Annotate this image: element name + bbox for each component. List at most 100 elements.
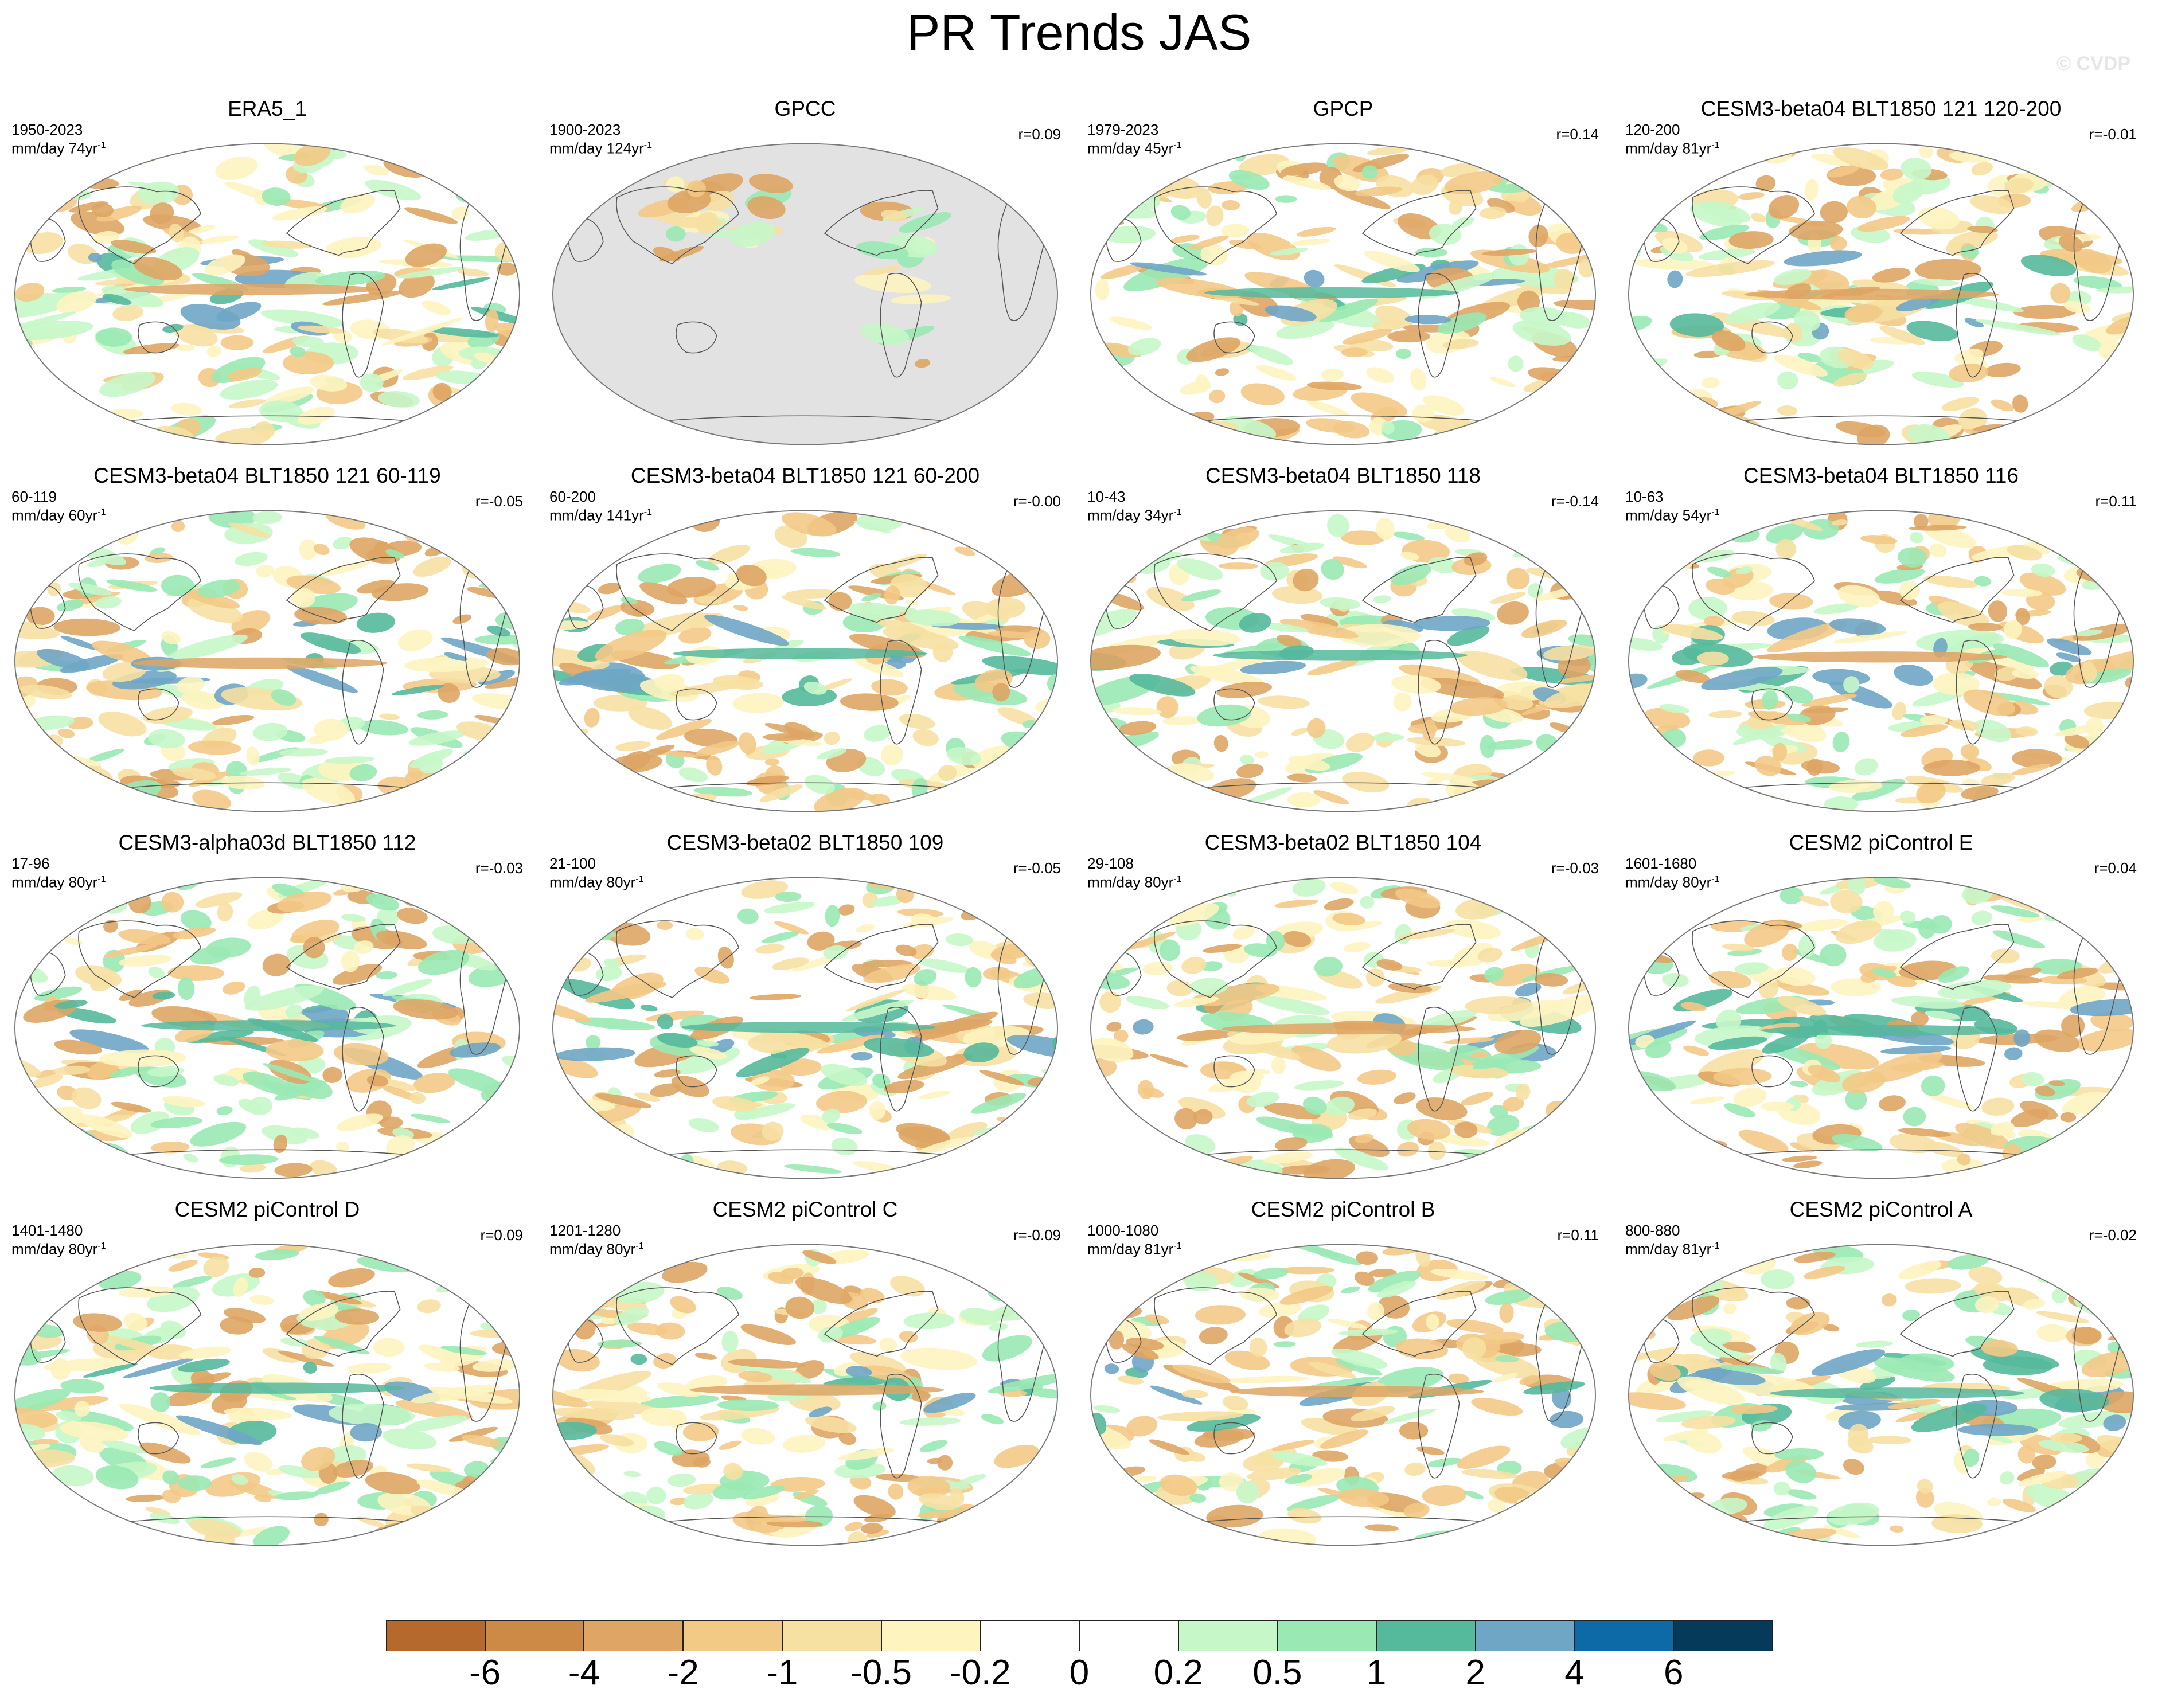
trend-blob [2114, 747, 2133, 757]
trend-blob [1428, 557, 1458, 574]
trend-blob [1169, 903, 1219, 927]
trend-blob [1525, 1130, 1581, 1150]
panel-units: mm/day 54yr-1 [1625, 505, 1720, 523]
trend-blob [1659, 897, 1702, 905]
trend-blob [2078, 1293, 2094, 1301]
tropical-band [1230, 1386, 1485, 1397]
trend-blob [1499, 1303, 1514, 1323]
coastline [1213, 321, 1255, 354]
trend-blob [1092, 901, 1150, 922]
pattern-correlation: r=-0.14 [1551, 493, 1599, 510]
trend-blob [1131, 1476, 1157, 1483]
trend-blob [466, 1284, 509, 1305]
trend-blob [553, 648, 610, 670]
trend-blob [1271, 1056, 1286, 1074]
trend-blob [749, 994, 802, 1000]
trend-blob [587, 605, 625, 621]
trend-blob [15, 1408, 58, 1429]
trend-blob [620, 600, 655, 617]
trend-blob [1354, 1271, 1375, 1287]
trend-blob [1730, 1404, 1778, 1414]
trend-blob [1122, 1165, 1160, 1179]
trend-blob [585, 982, 667, 1003]
trend-blob [409, 749, 454, 768]
panel-title: CESM2 piControl D [174, 1198, 360, 1221]
trend-blob [15, 548, 57, 567]
trend-blob [1127, 338, 1161, 356]
trend-blob [1091, 1083, 1110, 1096]
panel-units-text: mm/day 80yr [11, 1240, 98, 1258]
trend-blob [1811, 154, 1862, 168]
coastline [78, 553, 202, 631]
trend-blob [1887, 976, 1917, 987]
trend-blob [639, 679, 699, 702]
trend-blob [1971, 910, 1992, 925]
trend-blob [899, 1417, 961, 1426]
trend-blob [558, 979, 635, 1009]
trend-blob [2015, 608, 2030, 625]
trend-blob [818, 1326, 843, 1343]
trend-blob [1355, 1134, 1374, 1143]
trend-blob [1568, 634, 1595, 647]
trend-blob [406, 1463, 452, 1472]
colorbar-tick-label: 6 [1663, 1653, 1684, 1693]
trend-blob [2034, 1029, 2080, 1052]
trend-blob [1369, 1268, 1397, 1277]
trend-blob [1554, 1249, 1595, 1263]
trend-blob [1777, 996, 1827, 1016]
trend-blob [688, 1118, 719, 1133]
trend-blob [1407, 737, 1466, 746]
map-panel: CESM2 piControl A 800-880 mm/day 81yr-1 r=-… [1617, 1197, 2145, 1553]
trend-blob [314, 1481, 351, 1495]
map-panel: GPCP 1979-2023 mm/day 45yr-1 r=0.14 [1079, 96, 1607, 452]
panel-period: 1950-2023 [11, 121, 83, 138]
trend-blob [1500, 517, 1551, 536]
trend-blob [1512, 320, 1571, 346]
trend-blob [2120, 169, 2133, 179]
trend-blob [200, 235, 239, 244]
trend-blob [775, 639, 804, 650]
trend-blob [1031, 912, 1055, 934]
trend-blob [1045, 727, 1057, 735]
trend-blob [553, 729, 588, 742]
trend-blob [1488, 1163, 1539, 1179]
trend-blob [1660, 624, 1723, 640]
trend-blob [1829, 236, 1847, 251]
trend-blob [1761, 690, 1778, 710]
trend-blob [486, 150, 520, 167]
trend-blob [498, 937, 515, 945]
trend-blob [678, 626, 712, 644]
trend-blob [2011, 764, 2051, 776]
trend-blob [1822, 1324, 1840, 1332]
trend-blob [1857, 216, 1910, 232]
coastline [1171, 782, 1515, 792]
coastline [342, 273, 384, 378]
trend-blob [595, 1093, 652, 1108]
trend-blob [823, 945, 848, 960]
trend-blob [178, 977, 195, 1000]
trend-blob [497, 262, 517, 276]
trend-blob [1911, 1011, 1929, 1026]
trend-blob [910, 944, 934, 959]
trend-blob [1724, 1103, 1755, 1117]
trend-blob [1277, 634, 1302, 648]
trend-blob [912, 729, 939, 746]
trend-blob [1306, 418, 1355, 433]
trend-blob [2004, 620, 2022, 639]
trend-blob [591, 897, 641, 914]
trend-blob [261, 309, 345, 327]
trend-blob [2097, 286, 2133, 294]
trend-blob [2021, 1072, 2044, 1086]
trend-blob [1781, 944, 1798, 961]
trend-blob [1848, 1424, 1869, 1446]
trend-blob [775, 892, 802, 902]
trend-blob [695, 560, 719, 571]
trend-blob [448, 1426, 498, 1442]
trend-blob [314, 1336, 370, 1355]
trend-blob [657, 1014, 674, 1030]
trend-blob [838, 904, 855, 916]
trend-blob [1722, 1340, 1757, 1353]
trend-blob [1537, 420, 1587, 439]
trend-blob [1109, 791, 1127, 805]
trend-blob [444, 652, 468, 661]
